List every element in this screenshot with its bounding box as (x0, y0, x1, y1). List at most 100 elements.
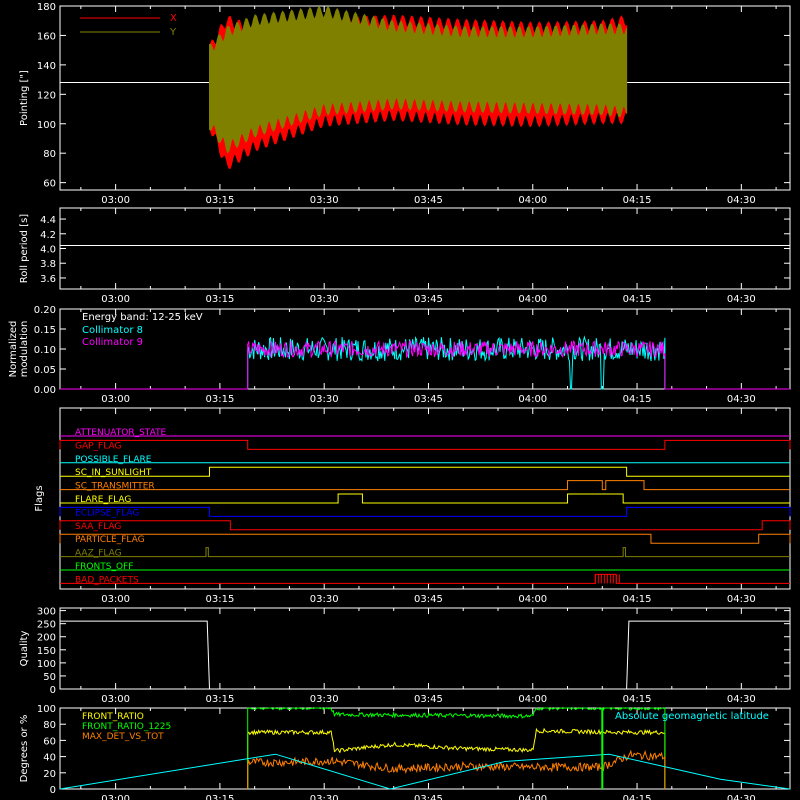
x-tick-label: 04:15 (623, 694, 652, 705)
flag-label-gap-flag: GAP_FLAG (75, 441, 121, 451)
x-tick-label: 03:00 (101, 195, 130, 206)
x-tick-label: 03:45 (414, 294, 443, 305)
flag-line-gap-flag (59, 439, 791, 450)
y-tick-label: 3.6 (40, 274, 56, 285)
y-tick-label: 200 (37, 633, 56, 644)
y-tick-label: 160 (37, 31, 56, 42)
flag-label-fronts-off: FRONTS_OFF (75, 562, 133, 572)
y-tick-label: 60 (43, 179, 56, 190)
y-tick-label: 0.05 (34, 365, 56, 376)
y-tick-label: 140 (37, 61, 56, 72)
x-tick-label: 03:30 (310, 594, 339, 605)
y-tick-label: 4.0 (40, 245, 56, 256)
y-tick-label: 300 (37, 607, 56, 618)
y-tick-label: 0.20 (34, 305, 56, 316)
flag-line-bad-packets (60, 573, 790, 584)
y-tick-label: 20 (43, 769, 56, 780)
x-tick-label: 03:00 (101, 794, 130, 800)
y-tick-label: 100 (37, 704, 56, 715)
series-line-max-det-vs-tot (247, 749, 666, 790)
x-tick-label: 03:45 (414, 594, 443, 605)
x-tick-label: 03:30 (310, 195, 339, 206)
y-tick-label: 4.2 (40, 230, 56, 241)
legend-label-collimator-8: Collimator 8 (82, 325, 143, 336)
series-line-front-ratio-1225 (247, 707, 666, 790)
x-tick-label: 03:15 (205, 794, 234, 800)
x-tick-label: 04:30 (727, 594, 756, 605)
x-tick-label: 04:00 (518, 195, 547, 206)
x-tick-label: 03:00 (101, 594, 130, 605)
x-tick-label: 03:00 (101, 394, 130, 405)
x-tick-label: 03:30 (310, 394, 339, 405)
y-axis-label: modulation (19, 321, 30, 378)
x-tick-label: 03:45 (414, 694, 443, 705)
y-tick-label: 3.8 (40, 259, 56, 270)
panel-frame-5 (59, 607, 791, 690)
x-tick-label: 03:30 (310, 694, 339, 705)
x-tick-label: 04:00 (518, 794, 547, 800)
x-tick-label: 03:15 (205, 694, 234, 705)
panel-frame-1 (59, 5, 791, 191)
flag-label-sc-transmitter: SC_TRANSMITTER (75, 482, 155, 492)
y-tick-label: 4.4 (40, 215, 56, 226)
x-tick-label: 04:30 (727, 294, 756, 305)
y-tick-label: 0.00 (34, 385, 56, 396)
x-tick-label: 04:15 (623, 195, 652, 206)
y-tick-label: 80 (43, 149, 56, 160)
legend-label-collimator-9: Collimator 9 (82, 337, 143, 348)
flag-label-sc-in-sunlight: SC_IN_SUNLIGHT (75, 468, 152, 478)
x-tick-label: 03:15 (205, 394, 234, 405)
y-axis-label: Pointing ["] (19, 70, 30, 126)
x-tick-label: 03:30 (310, 794, 339, 800)
x-tick-label: 03:45 (414, 794, 443, 800)
x-tick-label: 04:00 (518, 694, 547, 705)
flag-line-eclipse-flag (59, 506, 791, 517)
y-tick-label: 0 (50, 785, 56, 796)
series-line-absolute-geomagnetic-latitude (59, 753, 791, 790)
series-band-y (209, 5, 628, 154)
flag-label-eclipse-flag: ECLIPSE_FLAG (75, 508, 139, 518)
x-tick-label: 04:00 (518, 294, 547, 305)
x-tick-label: 03:00 (101, 694, 130, 705)
legend-label-y: Y (169, 27, 177, 38)
flag-line-sc-in-sunlight (60, 466, 790, 477)
legend-label-max-det-vs-tot: MAX_DET_VS_TOT (82, 732, 164, 742)
flag-line-flare-flag (60, 493, 790, 504)
energy-band-annotation: Energy band: 12-25 keV (82, 312, 203, 323)
flag-line-saa-flag (59, 520, 791, 531)
series-line-collimator-8 (60, 335, 790, 390)
y-axis-label: Roll period [s] (19, 214, 30, 283)
x-tick-label: 04:15 (623, 594, 652, 605)
x-tick-label: 04:15 (623, 394, 652, 405)
flag-label-bad-packets: BAD_PACKETS (75, 575, 139, 585)
x-tick-label: 04:15 (623, 794, 652, 800)
flag-label-aaz-flag: AAZ_FLAG (75, 549, 122, 559)
y-axis-label: Quality (19, 631, 30, 667)
flag-label-particle-flag: PARTICLE_FLAG (75, 535, 145, 545)
x-tick-label: 03:45 (414, 195, 443, 206)
flag-label-possible-flare: POSSIBLE_FLARE (75, 455, 152, 465)
x-tick-label: 04:30 (727, 694, 756, 705)
panel-frame-2 (59, 207, 791, 290)
y-tick-label: 40 (43, 753, 56, 764)
y-tick-label: 80 (43, 720, 56, 731)
x-tick-label: 04:30 (727, 195, 756, 206)
y-tick-label: 120 (37, 90, 56, 101)
y-tick-label: 150 (37, 646, 56, 657)
y-tick-label: 0 (50, 685, 56, 696)
panel-frame-6 (59, 707, 791, 790)
x-tick-label: 04:00 (518, 594, 547, 605)
x-tick-label: 04:00 (518, 394, 547, 405)
x-tick-label: 03:15 (205, 594, 234, 605)
flag-line-particle-flag (59, 533, 791, 544)
legend-label-front-ratio-1225: FRONT_RATIO_1225 (82, 722, 171, 732)
y-tick-label: 250 (37, 620, 56, 631)
panel-frame-4 (59, 407, 791, 590)
x-tick-label: 04:30 (727, 794, 756, 800)
x-tick-label: 03:15 (205, 294, 234, 305)
flag-line-aaz-flag (60, 547, 790, 558)
y-tick-label: 50 (43, 672, 56, 683)
x-tick-label: 03:00 (101, 294, 130, 305)
flag-label-attenuator-state: ATTENUATOR_STATE (75, 428, 167, 438)
